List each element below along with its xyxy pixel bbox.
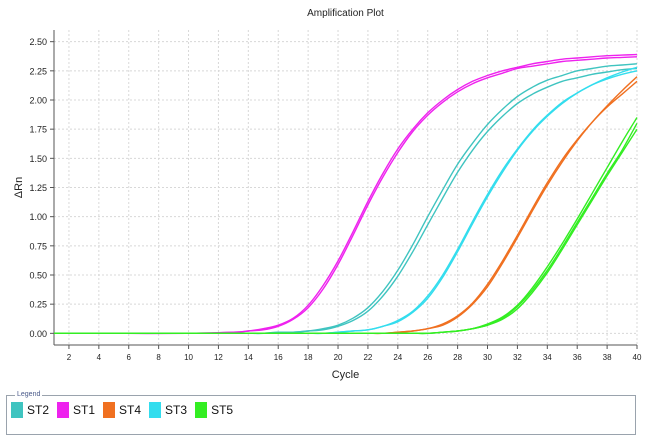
legend-label: ST5: [211, 403, 234, 417]
y-tick-label: 0.00: [29, 329, 47, 339]
chart-title: Amplification Plot: [307, 8, 384, 19]
x-tick-label: 32: [513, 353, 522, 362]
x-tick-label: 22: [363, 353, 372, 362]
y-tick-label: 0.75: [29, 241, 47, 251]
amplification-plot: 0.00 0.25 0.50 0.75 1.00 1.25 1.50 1.75 2.00 2.25…: [6, 8, 642, 435]
y-tick-label: 1.00: [29, 212, 47, 222]
legend-item-st1: ST1: [57, 402, 95, 418]
legend-swatch: [57, 402, 70, 418]
y-tick-label: 2.25: [29, 66, 47, 76]
y-axis-label: ΔRn: [13, 177, 25, 198]
series-line-st5-rep3: [53, 117, 638, 335]
legend-items: ST2 ST1 ST4 ST3 ST5: [11, 402, 241, 418]
x-tick-label: 6: [127, 353, 132, 362]
x-tick-label: 28: [453, 353, 462, 362]
x-tick-label: 26: [423, 353, 432, 362]
x-tick-label: 18: [304, 353, 313, 362]
y-tick-label: 1.50: [29, 154, 47, 164]
legend-swatch: [103, 402, 116, 418]
x-tick-label: 2: [67, 353, 72, 362]
y-tick-label: 0.25: [29, 300, 47, 310]
y-tick-label: 2.00: [29, 96, 47, 106]
legend-label: ST1: [73, 403, 96, 417]
y-tick-label: 1.75: [29, 125, 47, 135]
x-tick-label: 20: [334, 353, 343, 362]
y-tick-label: 1.25: [29, 183, 47, 193]
legend-label: ST4: [119, 403, 142, 417]
x-tick-label: 38: [603, 353, 612, 362]
x-axis-label: Cycle: [332, 369, 360, 381]
legend: Legend ST2 ST1 ST4 ST3 ST5: [6, 390, 636, 435]
legend-label: ST3: [165, 403, 188, 417]
x-tick-label: 4: [97, 353, 102, 362]
legend-item-st5: ST5: [195, 402, 233, 418]
legend-swatch: [11, 402, 23, 418]
plot-area: 0.00 0.25 0.50 0.75 1.00 1.25 1.50 1.75 2.00 2.25…: [13, 8, 642, 381]
legend-item-st4: ST4: [103, 402, 141, 418]
x-tick-label: 40: [633, 353, 642, 362]
legend-swatch: [149, 402, 162, 418]
plot-background: [54, 30, 637, 345]
series-line-st1-rep1: [53, 53, 638, 335]
x-tick-label: 30: [483, 353, 492, 362]
legend-item-st2: ST2: [11, 402, 49, 418]
y-tick-label: 2.50: [29, 37, 47, 47]
legend-label: ST2: [27, 403, 50, 417]
x-tick-label: 10: [184, 353, 193, 362]
legend-item-st3: ST3: [149, 402, 187, 418]
series-line-st1-rep2: [53, 56, 638, 335]
x-tick-label: 36: [573, 353, 582, 362]
x-tick-label: 14: [244, 353, 253, 362]
legend-swatch: [195, 402, 208, 418]
x-tick-label: 16: [274, 353, 283, 362]
x-tick-label: 8: [156, 353, 161, 362]
legend-title: Legend: [15, 390, 43, 400]
y-tick-label: 0.50: [29, 271, 47, 281]
x-tick-label: 24: [393, 353, 402, 362]
x-tick-label: 12: [214, 353, 223, 362]
x-tick-label: 34: [543, 353, 552, 362]
